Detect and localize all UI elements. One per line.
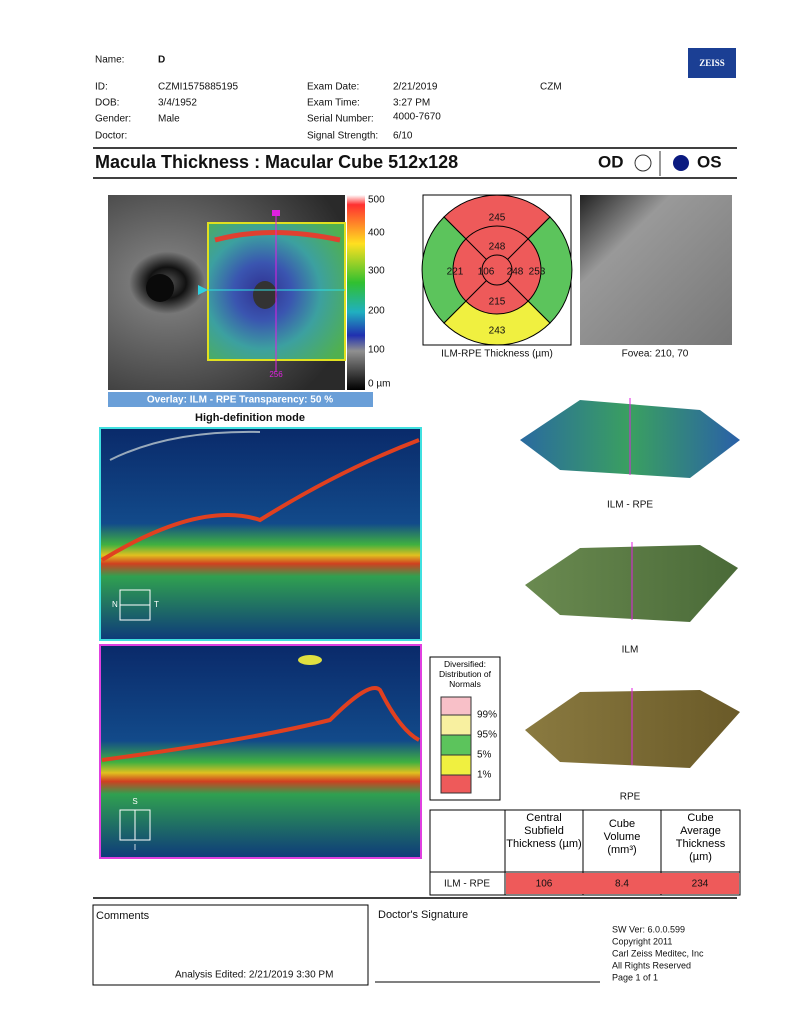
orientation-label: S	[132, 797, 137, 806]
logo: ZEISS	[699, 58, 725, 68]
label: Doctor:	[95, 131, 127, 142]
overlay-detail	[214, 230, 341, 243]
sw-line: Page 1 of 1	[612, 972, 658, 982]
scale-label: 0 µm	[368, 379, 390, 390]
layer	[100, 438, 420, 562]
legend-title-box: Diversified: Distribution of Normals	[439, 659, 491, 689]
value: 3:27 PM	[393, 98, 430, 109]
fovea-caption: Fovea: 210, 70	[622, 349, 689, 360]
value: Male	[158, 114, 180, 125]
sw-line: SW Ver: 6.0.0.599	[612, 924, 685, 934]
bscan-vertical	[99, 644, 422, 859]
color-bar	[347, 195, 365, 390]
value: 6/10	[393, 131, 413, 142]
overlay-bar	[108, 392, 373, 407]
sw-line: All Rights Reserved	[612, 960, 691, 970]
grid-value: 215	[489, 297, 506, 308]
grid-caption: ILM-RPE Thickness (µm)	[441, 349, 553, 360]
header-text: Cube Average Thickness (µm)	[675, 812, 726, 863]
row-label: ILM - RPE	[444, 879, 490, 890]
label: Signal Strength:	[307, 131, 378, 142]
header-cell: Cube Volume (mm³)	[603, 818, 641, 856]
label: Name:	[95, 55, 124, 66]
value-cells	[506, 873, 739, 894]
od-radio	[634, 154, 652, 172]
scale-label: 500	[368, 195, 385, 206]
artifact	[298, 655, 322, 665]
legend-swatch	[440, 734, 472, 756]
label: Exam Time:	[307, 98, 360, 109]
scale-label: 400	[368, 228, 385, 239]
grid-value: 253	[529, 267, 546, 278]
os: OS	[697, 152, 722, 171]
signature-label: Doctor's Signature	[378, 909, 468, 921]
cell: 234	[692, 879, 709, 890]
etdrs-grid	[421, 194, 573, 346]
surface-label: ILM	[622, 645, 639, 656]
label: Serial Number:	[307, 114, 374, 125]
sw-line: Carl Zeiss Meditec, Inc	[612, 948, 704, 958]
value: CZMI1575885195	[158, 82, 238, 93]
grid-value: 245	[489, 213, 506, 224]
value: 3/4/1952	[158, 98, 197, 109]
logo-box	[688, 48, 736, 78]
header-cell: Central Subfield Thickness (µm)	[506, 812, 582, 850]
scale-label: 200	[368, 306, 385, 317]
table-frame	[429, 809, 741, 896]
optic-disc	[146, 274, 174, 302]
fovea-image	[580, 195, 732, 345]
legend-swatch	[440, 696, 472, 716]
os-radio	[673, 155, 689, 171]
grid-value: 248	[489, 242, 506, 253]
comments-label: Comments	[96, 910, 150, 922]
analysis-edited: Analysis Edited: 2/21/2019 3:30 PM	[175, 970, 333, 981]
title: Macula Thickness : Macular Cube 512x128	[95, 152, 458, 172]
header-text: Cube Volume (mm³)	[603, 818, 641, 856]
label: Gender:	[95, 114, 131, 125]
sw-line: Copyright 2011	[612, 936, 672, 946]
grid-value: 243	[489, 326, 506, 337]
scale-label: 100	[368, 345, 385, 356]
label: DOB:	[95, 98, 119, 109]
legend-title: Diversified: Distribution of Normals	[439, 659, 491, 689]
label: ID:	[95, 82, 108, 93]
legend-item: 95%	[477, 730, 497, 741]
legend-item: 5%	[477, 750, 492, 761]
grid-value: 221	[447, 267, 464, 278]
cell: 8.4	[615, 879, 629, 890]
od: OD	[598, 152, 624, 171]
overlay-detail	[253, 281, 277, 309]
scale-label: 300	[368, 266, 385, 277]
legend-swatch	[440, 774, 472, 794]
header-cell: Cube Average Thickness (µm)	[675, 812, 726, 863]
value: 2/21/2019	[393, 82, 438, 93]
legend-item: 99%	[477, 710, 497, 721]
marker-label: 256	[269, 370, 283, 379]
grid-value: 248	[507, 267, 524, 278]
marker	[198, 285, 208, 295]
marker	[272, 210, 280, 216]
overlay-label: Overlay: ILM - RPE Transparency: 50 %	[147, 395, 333, 406]
surface-label: ILM - RPE	[607, 500, 653, 511]
legend-item: 1%	[477, 770, 492, 781]
label: Exam Date:	[307, 82, 359, 93]
cell: 106	[536, 879, 553, 890]
orientation-label: N	[112, 600, 118, 609]
grid-value: 106	[478, 267, 495, 278]
layer	[109, 430, 261, 461]
comments-box	[92, 904, 369, 986]
mode-label: High-definition mode	[195, 412, 305, 424]
layer	[101, 686, 421, 762]
header-text: Central Subfield Thickness (µm)	[506, 812, 582, 850]
legend-swatch	[440, 714, 472, 736]
orientation-label: I	[134, 843, 136, 852]
surface-label: RPE	[620, 792, 641, 803]
site: CZM	[540, 82, 562, 93]
value: D	[158, 55, 165, 66]
legend-swatch	[440, 754, 472, 776]
value: 4000-7670	[393, 112, 441, 123]
orientation-label: T	[154, 600, 159, 609]
